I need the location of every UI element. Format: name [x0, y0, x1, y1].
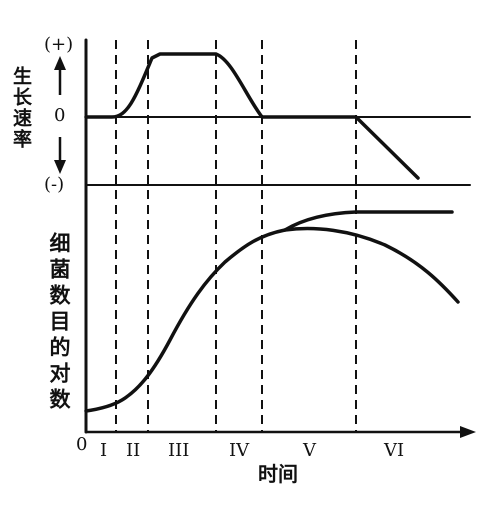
phase-label-1: I: [100, 440, 108, 461]
up-arrow-icon: [54, 56, 66, 70]
phase-label-5: V: [303, 440, 316, 461]
zero-growth-label: 0: [54, 105, 66, 126]
phase-label-2: II: [126, 440, 141, 461]
phase-label-4: IV: [229, 440, 250, 461]
bacteria-count-ylabel: 细菌数目的对数: [47, 232, 71, 414]
bacteria-count-curve: [84, 226, 460, 413]
origin-label: 0: [76, 434, 88, 455]
time-xlabel: 时间: [258, 462, 298, 486]
time-axis-arrowhead: [460, 426, 476, 438]
bacteria-count-plateau: [283, 210, 454, 232]
minus-label: (-): [44, 174, 65, 195]
phase-label-6: VI: [384, 440, 405, 461]
growth-rate-ylabel: 生长速率: [10, 66, 32, 150]
growth-rate-curve: [84, 52, 420, 180]
down-arrow-icon: [54, 160, 66, 174]
phase-label-3: III: [168, 440, 190, 461]
plus-label: (+): [44, 34, 74, 55]
